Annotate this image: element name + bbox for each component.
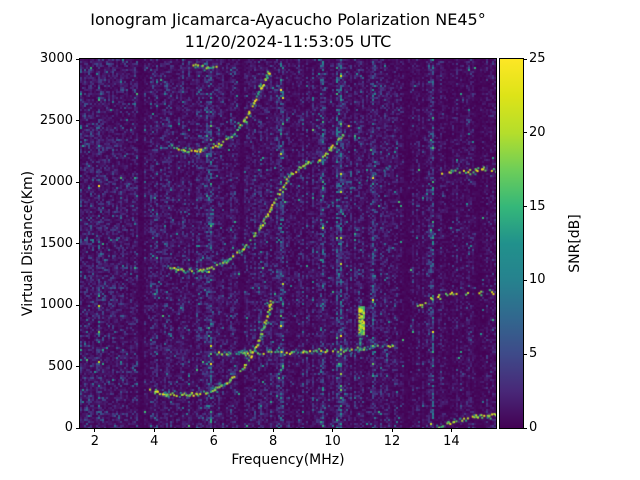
x-tick-mark: [153, 428, 155, 432]
y-tick-mark: [76, 243, 80, 244]
y-tick-mark: [76, 181, 80, 183]
colorbar-tick-label: 25: [529, 51, 546, 66]
y-axis-label: Virtual Distance(Km): [20, 170, 36, 317]
chart-title: Ionogram Jicamarca-Ayacucho Polarization…: [90, 10, 486, 29]
x-axis-label: Frequency(MHz): [231, 452, 345, 468]
colorbar-tick-label: 20: [529, 124, 546, 140]
colorbar-tick-mark: [523, 353, 527, 355]
colorbar-tick-label: 0: [529, 420, 538, 435]
x-tick-label: 12: [383, 434, 401, 449]
y-tick-mark: [76, 366, 80, 367]
x-tick-mark: [332, 428, 334, 432]
y-tick-label: 2000: [39, 174, 73, 189]
colorbar-tick-mark: [523, 427, 527, 429]
colorbar: [499, 58, 524, 429]
colorbar-tick-mark: [523, 279, 527, 281]
x-tick-mark: [391, 428, 393, 432]
colorbar-tick-mark: [523, 132, 527, 134]
colorbar-tick-label: 15: [529, 198, 546, 214]
x-tick-mark: [450, 428, 452, 432]
x-tick-mark: [213, 428, 215, 432]
colorbar-tick-label: 10: [529, 272, 546, 288]
y-tick-label: 0: [64, 420, 73, 435]
y-tick-label: 1000: [39, 297, 73, 312]
y-tick-mark: [76, 427, 80, 429]
y-tick-label: 3000: [39, 51, 73, 66]
title-block: Ionogram Jicamarca-Ayacucho Polarization…: [80, 9, 496, 53]
y-tick-label: 2500: [39, 112, 73, 128]
x-tick-label: 14: [443, 434, 460, 449]
y-tick-label: 500: [48, 358, 73, 374]
x-tick-label: 2: [90, 434, 99, 449]
colorbar-label: SNR[dB]: [567, 214, 583, 273]
colorbar-tick-mark: [523, 58, 527, 60]
x-tick-label: 8: [269, 434, 278, 449]
x-tick-label: 6: [209, 434, 218, 449]
y-tick-mark: [76, 304, 80, 306]
y-tick-mark: [76, 120, 80, 121]
x-tick-label: 4: [150, 434, 159, 449]
y-tick-mark: [76, 58, 80, 60]
colorbar-tick-label: 5: [529, 346, 538, 362]
colorbar-tick-mark: [523, 206, 527, 208]
x-tick-mark: [94, 428, 96, 432]
plot-frame: [79, 58, 497, 429]
y-tick-label: 1500: [39, 235, 73, 251]
heatmap-canvas: [80, 59, 496, 428]
colorbar-gradient: [500, 59, 523, 428]
x-tick-mark: [272, 428, 274, 432]
x-tick-label: 10: [324, 434, 341, 449]
chart-subtitle: 11/20/2024-11:53:05 UTC: [184, 32, 392, 51]
